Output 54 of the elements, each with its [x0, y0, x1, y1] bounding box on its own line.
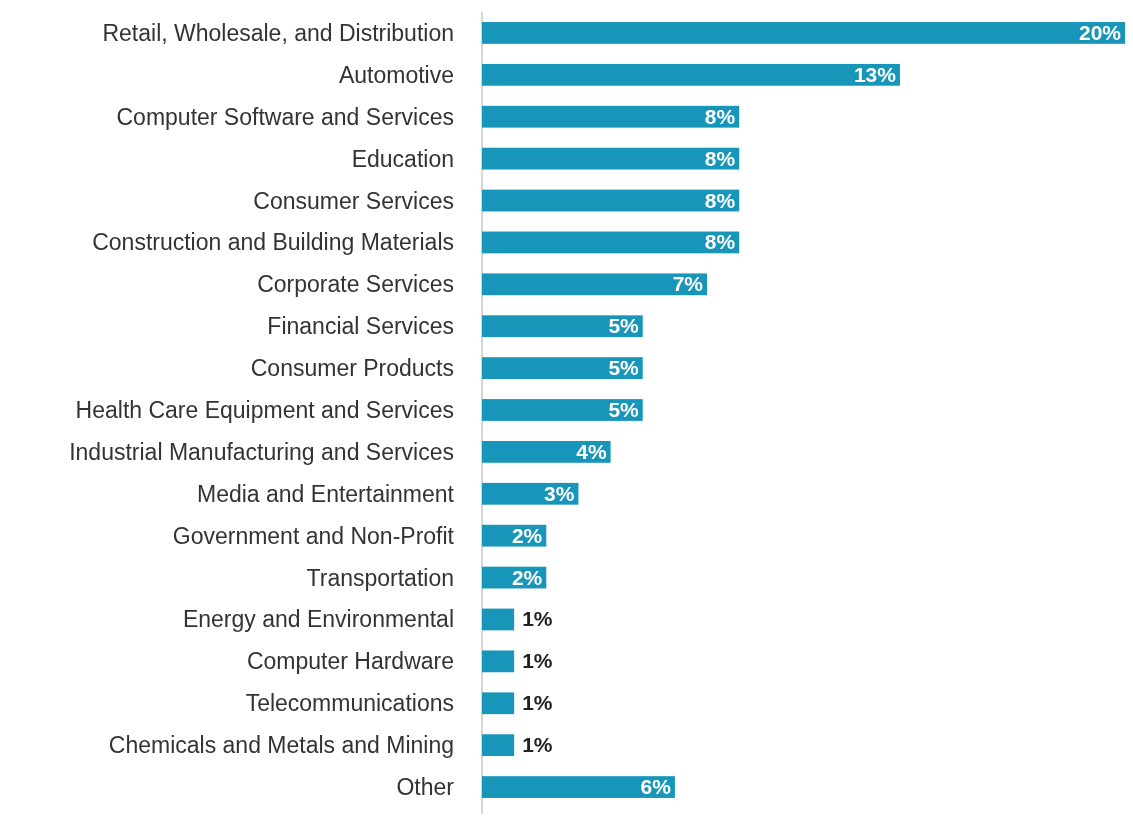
- y-tick-label: Retail, Wholesale, and Distribution: [102, 19, 454, 46]
- bar: [482, 105, 740, 128]
- bar: [482, 608, 515, 631]
- bar: [482, 650, 515, 673]
- data-label: 8%: [704, 146, 736, 170]
- y-tick-label: Computer Hardware: [246, 648, 454, 675]
- y-tick-label: Chemicals and Metals and Mining: [108, 732, 454, 759]
- y-tick-label: Energy and Environmental: [182, 606, 454, 633]
- bar: [482, 441, 611, 463]
- y-tick-label: Health Care Equipment and Services: [75, 397, 454, 423]
- y-tick-label: Financial Services: [267, 313, 454, 340]
- data-label: 8%: [704, 188, 736, 212]
- data-label: 3%: [544, 481, 575, 505]
- data-label: 1%: [522, 691, 553, 715]
- bar: [482, 147, 740, 170]
- bar: [482, 189, 740, 212]
- y-tick-label: Consumer Products: [250, 355, 454, 382]
- bar: [482, 692, 515, 715]
- y-tick-label: Other: [396, 774, 455, 801]
- y-tick-label: Corporate Services: [257, 271, 454, 298]
- bar: [482, 22, 1125, 44]
- data-label: 1%: [522, 607, 553, 631]
- data-label: 7%: [672, 272, 704, 296]
- y-tick-label: Industrial Manufacturing and Services: [69, 438, 454, 465]
- y-tick-label: Media and Entertainment: [197, 480, 455, 507]
- y-tick-label: Construction and Building Materials: [92, 229, 454, 256]
- bar: [482, 231, 740, 254]
- y-tick-label: Computer Software and Services: [116, 103, 454, 130]
- y-tick-label: Transportation: [306, 564, 454, 591]
- data-label: 1%: [522, 649, 553, 673]
- y-tick-label: Automotive: [338, 61, 454, 88]
- data-label: 5%: [608, 356, 640, 380]
- bar: [482, 357, 643, 379]
- y-tick-label: Consumer Services: [253, 187, 454, 214]
- y-tick-label: Education: [351, 145, 454, 172]
- data-label: 5%: [608, 398, 640, 421]
- bar: [482, 399, 643, 421]
- data-label: 2%: [511, 565, 543, 589]
- bar: [482, 63, 900, 86]
- data-label: 1%: [522, 733, 553, 757]
- data-label: 8%: [704, 104, 736, 128]
- data-label: 8%: [704, 230, 736, 254]
- data-label: 2%: [511, 523, 543, 547]
- data-label: 4%: [576, 439, 607, 463]
- bar: [482, 776, 675, 798]
- y-tick-label: Government and Non-Profit: [172, 522, 455, 549]
- bar: [482, 315, 643, 338]
- y-tick-label: Telecommunications: [245, 690, 454, 717]
- data-label: 13%: [853, 62, 897, 86]
- data-label: 6%: [640, 775, 672, 799]
- bar: [482, 734, 515, 757]
- data-label: 5%: [608, 314, 640, 338]
- data-label: 20%: [1078, 20, 1122, 44]
- bar: [482, 273, 708, 296]
